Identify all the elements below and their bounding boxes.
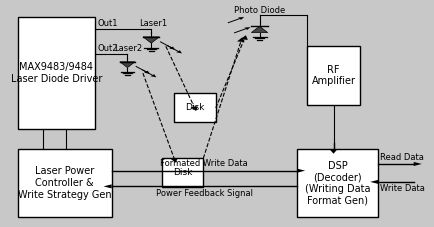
- Text: Laser1: Laser1: [138, 19, 167, 28]
- FancyBboxPatch shape: [161, 158, 203, 188]
- Polygon shape: [251, 26, 267, 32]
- Text: Out1: Out1: [97, 19, 117, 28]
- Polygon shape: [144, 71, 150, 74]
- Polygon shape: [170, 158, 178, 163]
- Polygon shape: [244, 27, 250, 30]
- Text: DSP
(Decoder)
(Writing Data
Format Gen): DSP (Decoder) (Writing Data Format Gen): [304, 161, 370, 205]
- Polygon shape: [176, 50, 181, 53]
- Text: Photo Diode: Photo Diode: [233, 6, 285, 15]
- Text: MAX9483/9484
Laser Diode Driver: MAX9483/9484 Laser Diode Driver: [11, 62, 102, 84]
- Text: Power Feedback Signal: Power Feedback Signal: [155, 189, 252, 198]
- Text: Read Data: Read Data: [379, 153, 423, 162]
- Polygon shape: [237, 37, 244, 42]
- FancyBboxPatch shape: [18, 149, 112, 217]
- Polygon shape: [369, 180, 378, 184]
- Text: Out2: Out2: [97, 44, 117, 52]
- FancyBboxPatch shape: [174, 93, 215, 123]
- Text: Write Data: Write Data: [379, 184, 424, 193]
- Polygon shape: [240, 35, 247, 40]
- Polygon shape: [103, 184, 112, 188]
- FancyBboxPatch shape: [307, 46, 359, 104]
- FancyBboxPatch shape: [18, 17, 95, 129]
- Polygon shape: [169, 47, 174, 50]
- Text: Formated Write Data: Formated Write Data: [160, 159, 247, 168]
- Polygon shape: [329, 149, 336, 154]
- Polygon shape: [190, 106, 197, 111]
- Polygon shape: [413, 162, 421, 166]
- Polygon shape: [143, 37, 159, 43]
- FancyBboxPatch shape: [296, 149, 378, 217]
- Text: Laser2: Laser2: [113, 44, 141, 52]
- Polygon shape: [150, 74, 156, 77]
- Text: RF
Amplifier: RF Amplifier: [311, 65, 355, 86]
- Polygon shape: [120, 62, 135, 68]
- Text: Disk: Disk: [185, 103, 204, 112]
- Text: Laser Power
Controller &
Write Strategy Gen: Laser Power Controller & Write Strategy …: [18, 166, 111, 200]
- Text: Disk: Disk: [172, 168, 192, 178]
- Polygon shape: [237, 17, 243, 20]
- Polygon shape: [296, 169, 305, 173]
